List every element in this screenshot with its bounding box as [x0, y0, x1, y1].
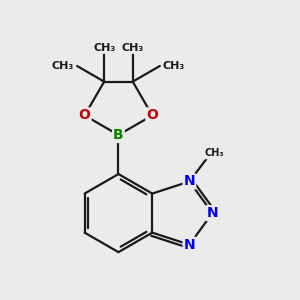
Text: B: B [113, 128, 124, 142]
Text: O: O [79, 108, 91, 122]
Text: CH₃: CH₃ [52, 61, 74, 71]
Text: CH₃: CH₃ [122, 43, 144, 53]
Text: N: N [184, 175, 195, 188]
Text: O: O [146, 108, 158, 122]
Text: CH₃: CH₃ [93, 43, 115, 53]
Text: CH₃: CH₃ [204, 148, 224, 158]
Text: N: N [207, 206, 218, 220]
Text: CH₃: CH₃ [163, 61, 185, 71]
Text: N: N [184, 238, 195, 252]
